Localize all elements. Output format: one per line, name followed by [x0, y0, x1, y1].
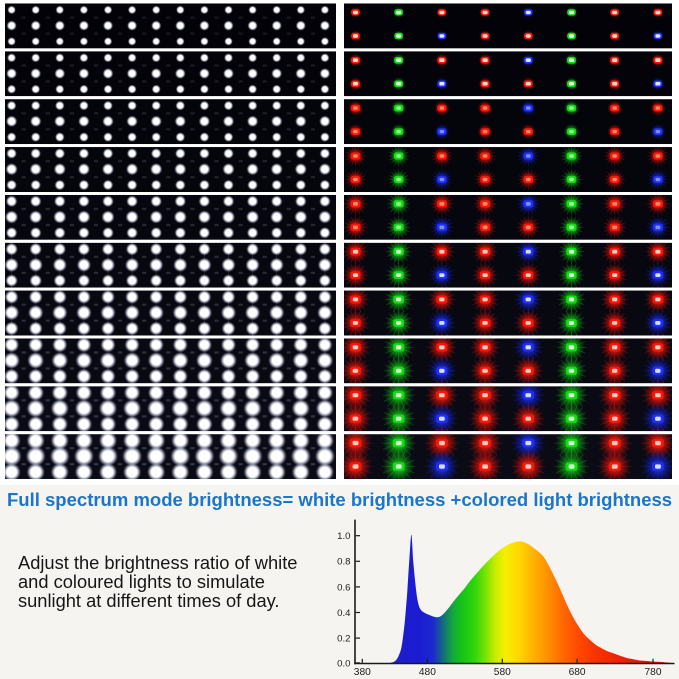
svg-text:0.2: 0.2 — [337, 634, 350, 645]
svg-text:780: 780 — [645, 667, 662, 678]
svg-text:0.4: 0.4 — [337, 608, 351, 619]
svg-text:480: 480 — [419, 667, 436, 678]
svg-text:1.0: 1.0 — [337, 531, 350, 542]
svg-text:380: 380 — [354, 667, 371, 678]
svg-text:0.8: 0.8 — [337, 557, 350, 568]
svg-text:580: 580 — [494, 667, 511, 678]
svg-text:0.0: 0.0 — [337, 658, 350, 669]
svg-text:680: 680 — [569, 667, 586, 678]
svg-text:0.6: 0.6 — [337, 582, 350, 593]
